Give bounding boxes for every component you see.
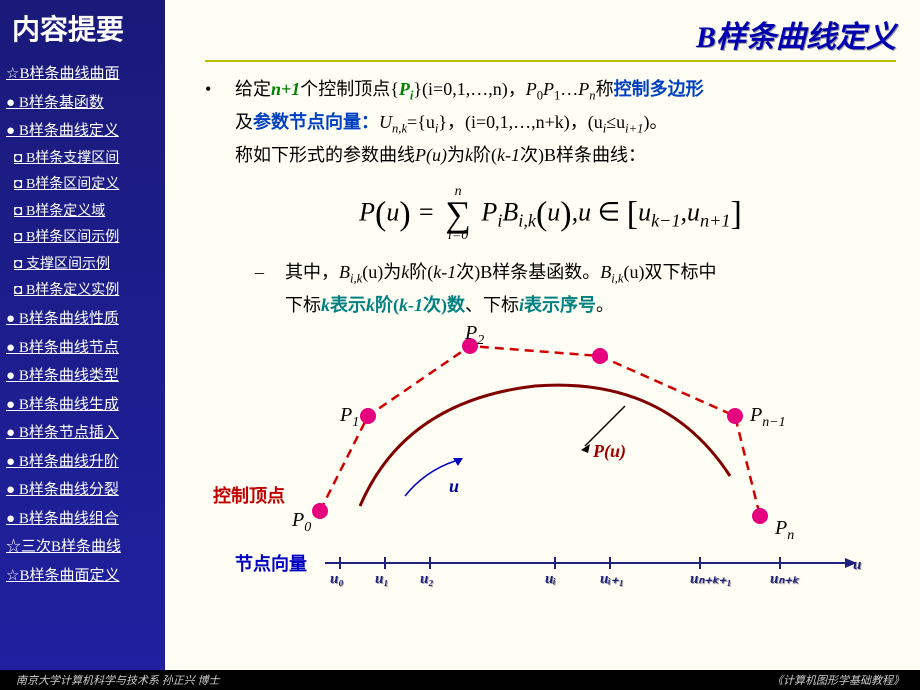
- toc-item[interactable]: 支撑区间示例: [6, 252, 159, 279]
- toc-item[interactable]: B样条曲线升阶: [6, 448, 159, 477]
- axis-label: u: [853, 553, 861, 579]
- knot-label: uᵢ: [545, 567, 556, 593]
- point-label: Pn−1: [750, 398, 786, 435]
- footer: 南京大学计算机科学与技术系 孙正兴 博士 《计算机图形学基础教程》: [0, 670, 920, 690]
- toc-item[interactable]: B样条定义实例: [6, 278, 159, 305]
- toc-item[interactable]: B样条区间定义: [6, 172, 159, 199]
- diagram-svg: [205, 331, 885, 591]
- toc-item[interactable]: 三次B样条曲线: [6, 533, 159, 562]
- footer-left: 南京大学计算机科学与技术系 孙正兴 博士: [16, 672, 220, 688]
- point-label: P2: [465, 316, 484, 353]
- knot-label: u₂: [420, 567, 434, 593]
- toc-list: B样条曲线曲面B样条基函数B样条曲线定义B样条支撑区间B样条区间定义B样条定义域…: [0, 56, 165, 594]
- control-points-label: 控制顶点: [213, 481, 285, 512]
- sub-bullet-1: – 其中，Bi,k(u)为k阶(k-1次)B样条基函数。Bi,k(u)双下标中 …: [255, 257, 896, 321]
- point-label: P1: [340, 398, 359, 435]
- knot-label: uₙ₊ₖ₊₁: [690, 567, 732, 593]
- point-label: Pn: [775, 511, 794, 548]
- toc-item[interactable]: B样条曲线生成: [6, 391, 159, 420]
- sidebar: 内容提要 B样条曲线曲面B样条基函数B样条曲线定义B样条支撑区间B样条区间定义B…: [0, 0, 165, 670]
- toc-item[interactable]: B样条区间示例: [6, 225, 159, 252]
- knot-label: u₀: [330, 567, 344, 593]
- diagram: 控制顶点 节点向量 P(u) u P0P1P2Pn−1Pn u₀u₁u₂uᵢuᵢ…: [205, 331, 896, 591]
- toc-item[interactable]: B样条曲面定义: [6, 562, 159, 591]
- toc-item[interactable]: B样条定义域: [6, 199, 159, 226]
- point-label: P0: [292, 503, 311, 540]
- toc-item[interactable]: B样条曲线节点: [6, 334, 159, 363]
- knot-label: uₙ₊ₖ: [770, 567, 799, 593]
- knot-label: uᵢ₊₁: [600, 567, 624, 593]
- bullet-1: • 给定n+1个控制顶点{Pi}(i=0,1,…,n)，P0P1…Pn称控制多边…: [205, 74, 896, 171]
- pu-label: P(u): [593, 436, 626, 467]
- toc-item[interactable]: B样条曲线定义: [6, 117, 159, 146]
- page-title: B样条曲线定义: [205, 12, 896, 62]
- toc-item[interactable]: B样条曲线曲面: [6, 60, 159, 89]
- main-content: B样条曲线定义 • 给定n+1个控制顶点{Pi}(i=0,1,…,n)，P0P1…: [165, 0, 920, 670]
- toc-item[interactable]: B样条节点插入: [6, 419, 159, 448]
- knot-label: u₁: [375, 567, 389, 593]
- toc-item[interactable]: B样条支撑区间: [6, 146, 159, 173]
- content-body: • 给定n+1个控制顶点{Pi}(i=0,1,…,n)，P0P1…Pn称控制多边…: [205, 74, 896, 591]
- toc-item[interactable]: B样条曲线性质: [6, 305, 159, 334]
- toc-title: 内容提要: [0, 0, 165, 56]
- toc-item[interactable]: B样条曲线分裂: [6, 476, 159, 505]
- toc-item[interactable]: B样条基函数: [6, 89, 159, 118]
- formula: P(u) = n∑i=0 PiBi,k(u),u ∈ [uk−1,un+1]: [205, 185, 896, 244]
- toc-item[interactable]: B样条曲线组合: [6, 505, 159, 534]
- u-param-label: u: [449, 471, 459, 502]
- toc-item[interactable]: B样条曲线类型: [6, 362, 159, 391]
- footer-right: 《计算机图形学基础教程》: [772, 672, 904, 688]
- knot-vector-label: 节点向量: [235, 549, 307, 580]
